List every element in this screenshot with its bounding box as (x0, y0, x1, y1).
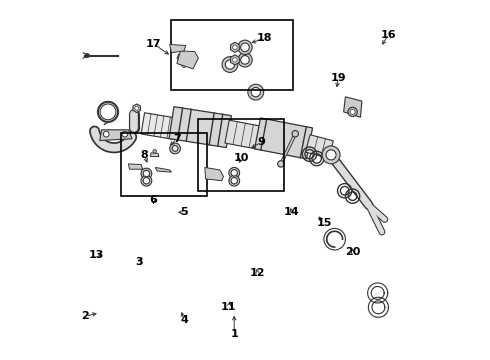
Text: 12: 12 (250, 268, 265, 278)
Text: 2: 2 (81, 311, 89, 321)
Text: 8: 8 (141, 150, 148, 160)
Circle shape (233, 45, 237, 50)
Text: 4: 4 (180, 315, 188, 325)
Polygon shape (255, 118, 313, 159)
Circle shape (231, 170, 238, 176)
Circle shape (348, 107, 357, 117)
Polygon shape (343, 97, 362, 117)
Text: 17: 17 (146, 39, 161, 49)
Polygon shape (141, 113, 177, 139)
Text: 6: 6 (149, 195, 157, 205)
Bar (122, 134, 207, 196)
Polygon shape (305, 135, 333, 158)
Circle shape (153, 149, 156, 153)
Bar (198, 119, 285, 191)
Circle shape (122, 131, 128, 137)
Polygon shape (231, 42, 239, 52)
Circle shape (229, 175, 240, 186)
Circle shape (103, 131, 109, 137)
Text: 3: 3 (135, 257, 143, 267)
Polygon shape (169, 107, 231, 148)
Polygon shape (100, 130, 132, 140)
Circle shape (238, 53, 252, 67)
Circle shape (231, 177, 238, 184)
Text: 5: 5 (180, 207, 188, 217)
Circle shape (143, 170, 149, 177)
Circle shape (141, 168, 152, 179)
Text: 20: 20 (345, 247, 360, 257)
Text: 1: 1 (230, 329, 238, 339)
Circle shape (182, 57, 188, 62)
Circle shape (251, 87, 260, 97)
Circle shape (141, 175, 152, 186)
Text: 16: 16 (381, 30, 396, 40)
Text: 19: 19 (330, 73, 346, 83)
Polygon shape (170, 44, 186, 53)
Circle shape (278, 161, 284, 167)
Text: 15: 15 (316, 218, 332, 228)
Circle shape (225, 60, 235, 69)
Text: 7: 7 (173, 134, 181, 144)
Circle shape (248, 84, 264, 100)
Circle shape (241, 43, 249, 51)
Circle shape (292, 131, 298, 137)
Circle shape (233, 58, 237, 62)
Circle shape (222, 57, 238, 72)
Polygon shape (177, 51, 198, 69)
Polygon shape (225, 120, 262, 149)
Polygon shape (155, 167, 172, 172)
Bar (172, 21, 294, 90)
Circle shape (135, 106, 139, 110)
Polygon shape (133, 104, 141, 113)
Circle shape (178, 53, 185, 60)
Circle shape (143, 177, 149, 184)
Text: 14: 14 (284, 207, 299, 217)
Text: 9: 9 (257, 138, 265, 147)
Circle shape (322, 146, 340, 164)
Circle shape (170, 143, 180, 154)
Circle shape (229, 167, 240, 178)
Text: 10: 10 (234, 153, 249, 163)
Text: 18: 18 (257, 33, 272, 43)
Circle shape (350, 109, 355, 114)
Polygon shape (231, 55, 239, 65)
Circle shape (85, 53, 89, 58)
Text: 13: 13 (89, 250, 104, 260)
Circle shape (238, 40, 252, 54)
Circle shape (241, 55, 249, 64)
Circle shape (326, 150, 336, 160)
Circle shape (172, 145, 178, 151)
Polygon shape (128, 164, 143, 169)
Text: 11: 11 (221, 302, 237, 312)
Polygon shape (150, 153, 159, 157)
Polygon shape (205, 167, 223, 181)
